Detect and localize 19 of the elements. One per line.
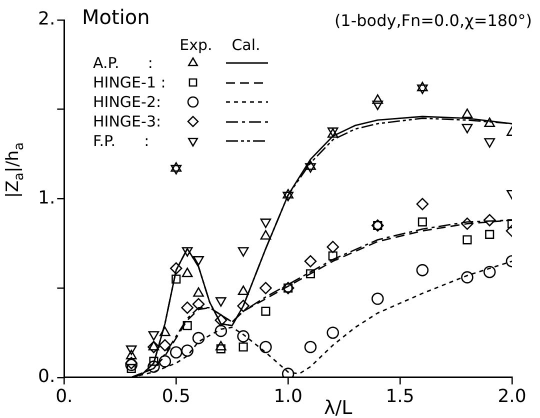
y-tick-label: 1.	[38, 187, 56, 208]
y-tick-label: 0.	[38, 366, 56, 388]
chart-title: Motion	[82, 5, 150, 29]
x-tick-label: 2.0	[498, 386, 526, 407]
legend-label: HINGE-3:	[93, 112, 162, 130]
legend-label: HINGE-2:	[93, 93, 162, 111]
annotation: Cal.	[232, 36, 260, 54]
legend-label: A.P. :	[93, 54, 153, 72]
x-tick-label: 1.5	[386, 386, 414, 407]
x-tick-label: 0.5	[162, 386, 190, 407]
legend-label: HINGE-1 :	[93, 74, 166, 92]
x-axis-title: λ/L	[324, 397, 353, 418]
series-label: F.P. :	[93, 132, 150, 150]
x-tick-label: 1.0	[274, 386, 302, 407]
y-axis-title: |Za|/ha	[3, 142, 27, 198]
annotation: Exp.	[180, 36, 212, 54]
x-tick-label: 0.	[56, 386, 73, 407]
chart-subtitle: (1-body,Fn=0.0,χ=180°)	[334, 11, 532, 30]
y-tick-label: 2.	[38, 8, 56, 30]
